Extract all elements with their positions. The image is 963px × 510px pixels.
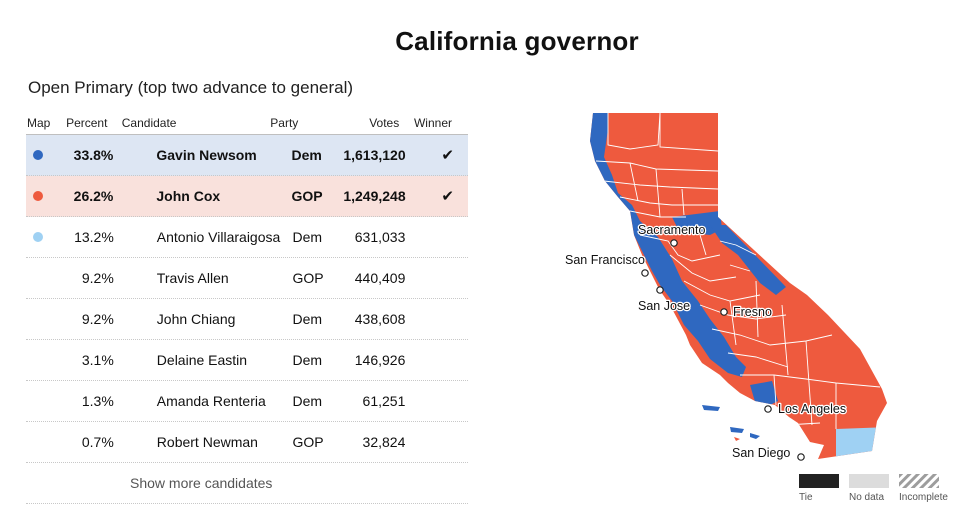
city-label-san-diego: San Diego — [732, 446, 790, 460]
city-marker-san-jose — [656, 286, 664, 294]
candidate-percent: 3.1% — [81, 352, 114, 368]
island-newsom — [730, 427, 744, 433]
legend-tie: Tie — [799, 474, 839, 503]
island-cox — [734, 437, 740, 441]
candidate-percent: 9.2% — [81, 311, 114, 327]
candidate-votes: 438,608 — [354, 311, 406, 327]
candidate-party: Dem — [292, 311, 323, 327]
california-county-map: Sacramento San Francisco San Jose Fresno… — [564, 113, 887, 461]
candidate-votes: 146,926 — [354, 352, 406, 368]
candidate-name: John Chiang — [156, 311, 236, 327]
city-marker-san-diego — [797, 453, 805, 461]
table-row: 33.8% Gavin Newsom Dem 1,613,120 ✔ — [26, 135, 468, 176]
legend-swatch-no-data — [849, 474, 889, 488]
city-marker-sacramento — [670, 239, 678, 247]
table-row: 9.2% Travis Allen GOP 440,409 — [26, 258, 468, 299]
candidate-party: Dem — [291, 147, 322, 163]
winner-check-icon: ✔ — [441, 147, 454, 164]
candidate-votes: 61,251 — [362, 393, 406, 409]
county-region-newsom — [590, 113, 746, 377]
results-table: Map Percent Candidate Party Votes Winner… — [26, 112, 468, 504]
island-newsom — [702, 405, 720, 411]
candidate-votes: 440,409 — [354, 270, 406, 286]
map-color-dot — [33, 150, 43, 160]
candidate-name: Travis Allen — [156, 270, 229, 286]
legend-no-data: No data — [849, 474, 889, 503]
legend-label-incomplete: Incomplete — [899, 492, 948, 503]
candidate-percent: 13.2% — [74, 229, 114, 245]
header-percent: Percent — [66, 116, 108, 130]
candidate-name: Amanda Renteria — [156, 393, 266, 409]
county-region-cox — [590, 113, 887, 459]
candidate-percent: 1.3% — [81, 393, 114, 409]
winner-check-icon: ✔ — [441, 188, 454, 205]
candidate-name: Gavin Newsom — [156, 147, 257, 163]
table-row: 0.7% Robert Newman GOP 32,824 — [26, 422, 468, 463]
city-label-san-jose: San Jose — [638, 299, 690, 313]
county-region-newsom — [750, 381, 778, 407]
candidate-name: Delaine Eastin — [156, 352, 248, 368]
legend-swatch-incomplete — [899, 474, 939, 488]
candidate-name: Robert Newman — [156, 434, 258, 450]
candidate-name: John Cox — [156, 188, 221, 204]
county-borders — [595, 113, 881, 429]
candidate-percent: 26.2% — [73, 188, 114, 204]
legend-label-tie: Tie — [799, 492, 813, 503]
county-region-villaraigosa — [836, 427, 887, 459]
candidate-party: GOP — [292, 434, 324, 450]
island-newsom — [750, 433, 760, 439]
city-label-sacramento: Sacramento — [638, 223, 705, 237]
candidate-percent: 0.7% — [81, 434, 114, 450]
legend-swatch-tie — [799, 474, 839, 488]
city-marker-fresno — [720, 308, 728, 316]
map-color-dot — [33, 232, 43, 242]
candidate-party: GOP — [291, 188, 323, 204]
header-winner: Winner — [413, 116, 452, 130]
candidate-votes: 1,613,120 — [343, 147, 406, 163]
candidate-party: Dem — [292, 229, 323, 245]
header-map: Map — [27, 116, 51, 130]
table-row: 9.2% John Chiang Dem 438,608 — [26, 299, 468, 340]
candidate-percent: 9.2% — [81, 270, 114, 286]
city-label-san-francisco: San Francisco — [565, 253, 645, 267]
city-label-fresno: Fresno — [733, 305, 772, 319]
legend-label-no-data: No data — [849, 492, 885, 503]
show-more-row: Show more candidates — [26, 463, 468, 504]
candidate-votes: 32,824 — [362, 434, 406, 450]
candidate-name: Antonio Villaraigosa — [156, 229, 281, 245]
county-region-newsom — [710, 225, 786, 295]
table-header: Map Percent Candidate Party Votes Winner — [26, 112, 468, 135]
table-row: 1.3% Amanda Renteria Dem 61,251 — [26, 381, 468, 422]
header-votes: Votes — [369, 116, 400, 130]
candidate-percent: 33.8% — [73, 147, 114, 163]
show-more-candidates-link[interactable]: Show more candidates — [130, 475, 273, 491]
race-subtitle: Open Primary (top two advance to general… — [28, 78, 354, 97]
city-marker-san-francisco — [641, 269, 649, 277]
candidate-votes: 1,249,248 — [343, 188, 406, 204]
candidate-votes: 631,033 — [354, 229, 406, 245]
table-row: 26.2% John Cox GOP 1,249,248 ✔ — [26, 176, 468, 217]
candidate-party: Dem — [292, 352, 323, 368]
table-row: 3.1% Delaine Eastin Dem 146,926 — [26, 340, 468, 381]
table-row: 13.2% Antonio Villaraigosa Dem 631,033 — [26, 217, 468, 258]
county-map: Sacramento San Francisco San Jose Fresno… — [560, 105, 900, 465]
header-candidate: Candidate — [121, 116, 177, 130]
city-label-los-angeles: Los Angeles — [778, 402, 846, 416]
city-marker-los-angeles — [764, 405, 772, 413]
header-party: Party — [270, 116, 299, 130]
map-color-dot — [33, 191, 43, 201]
candidate-party: Dem — [292, 393, 323, 409]
page-title: California governor — [395, 26, 639, 56]
legend-incomplete: Incomplete — [899, 474, 948, 503]
candidate-party: GOP — [292, 270, 324, 286]
